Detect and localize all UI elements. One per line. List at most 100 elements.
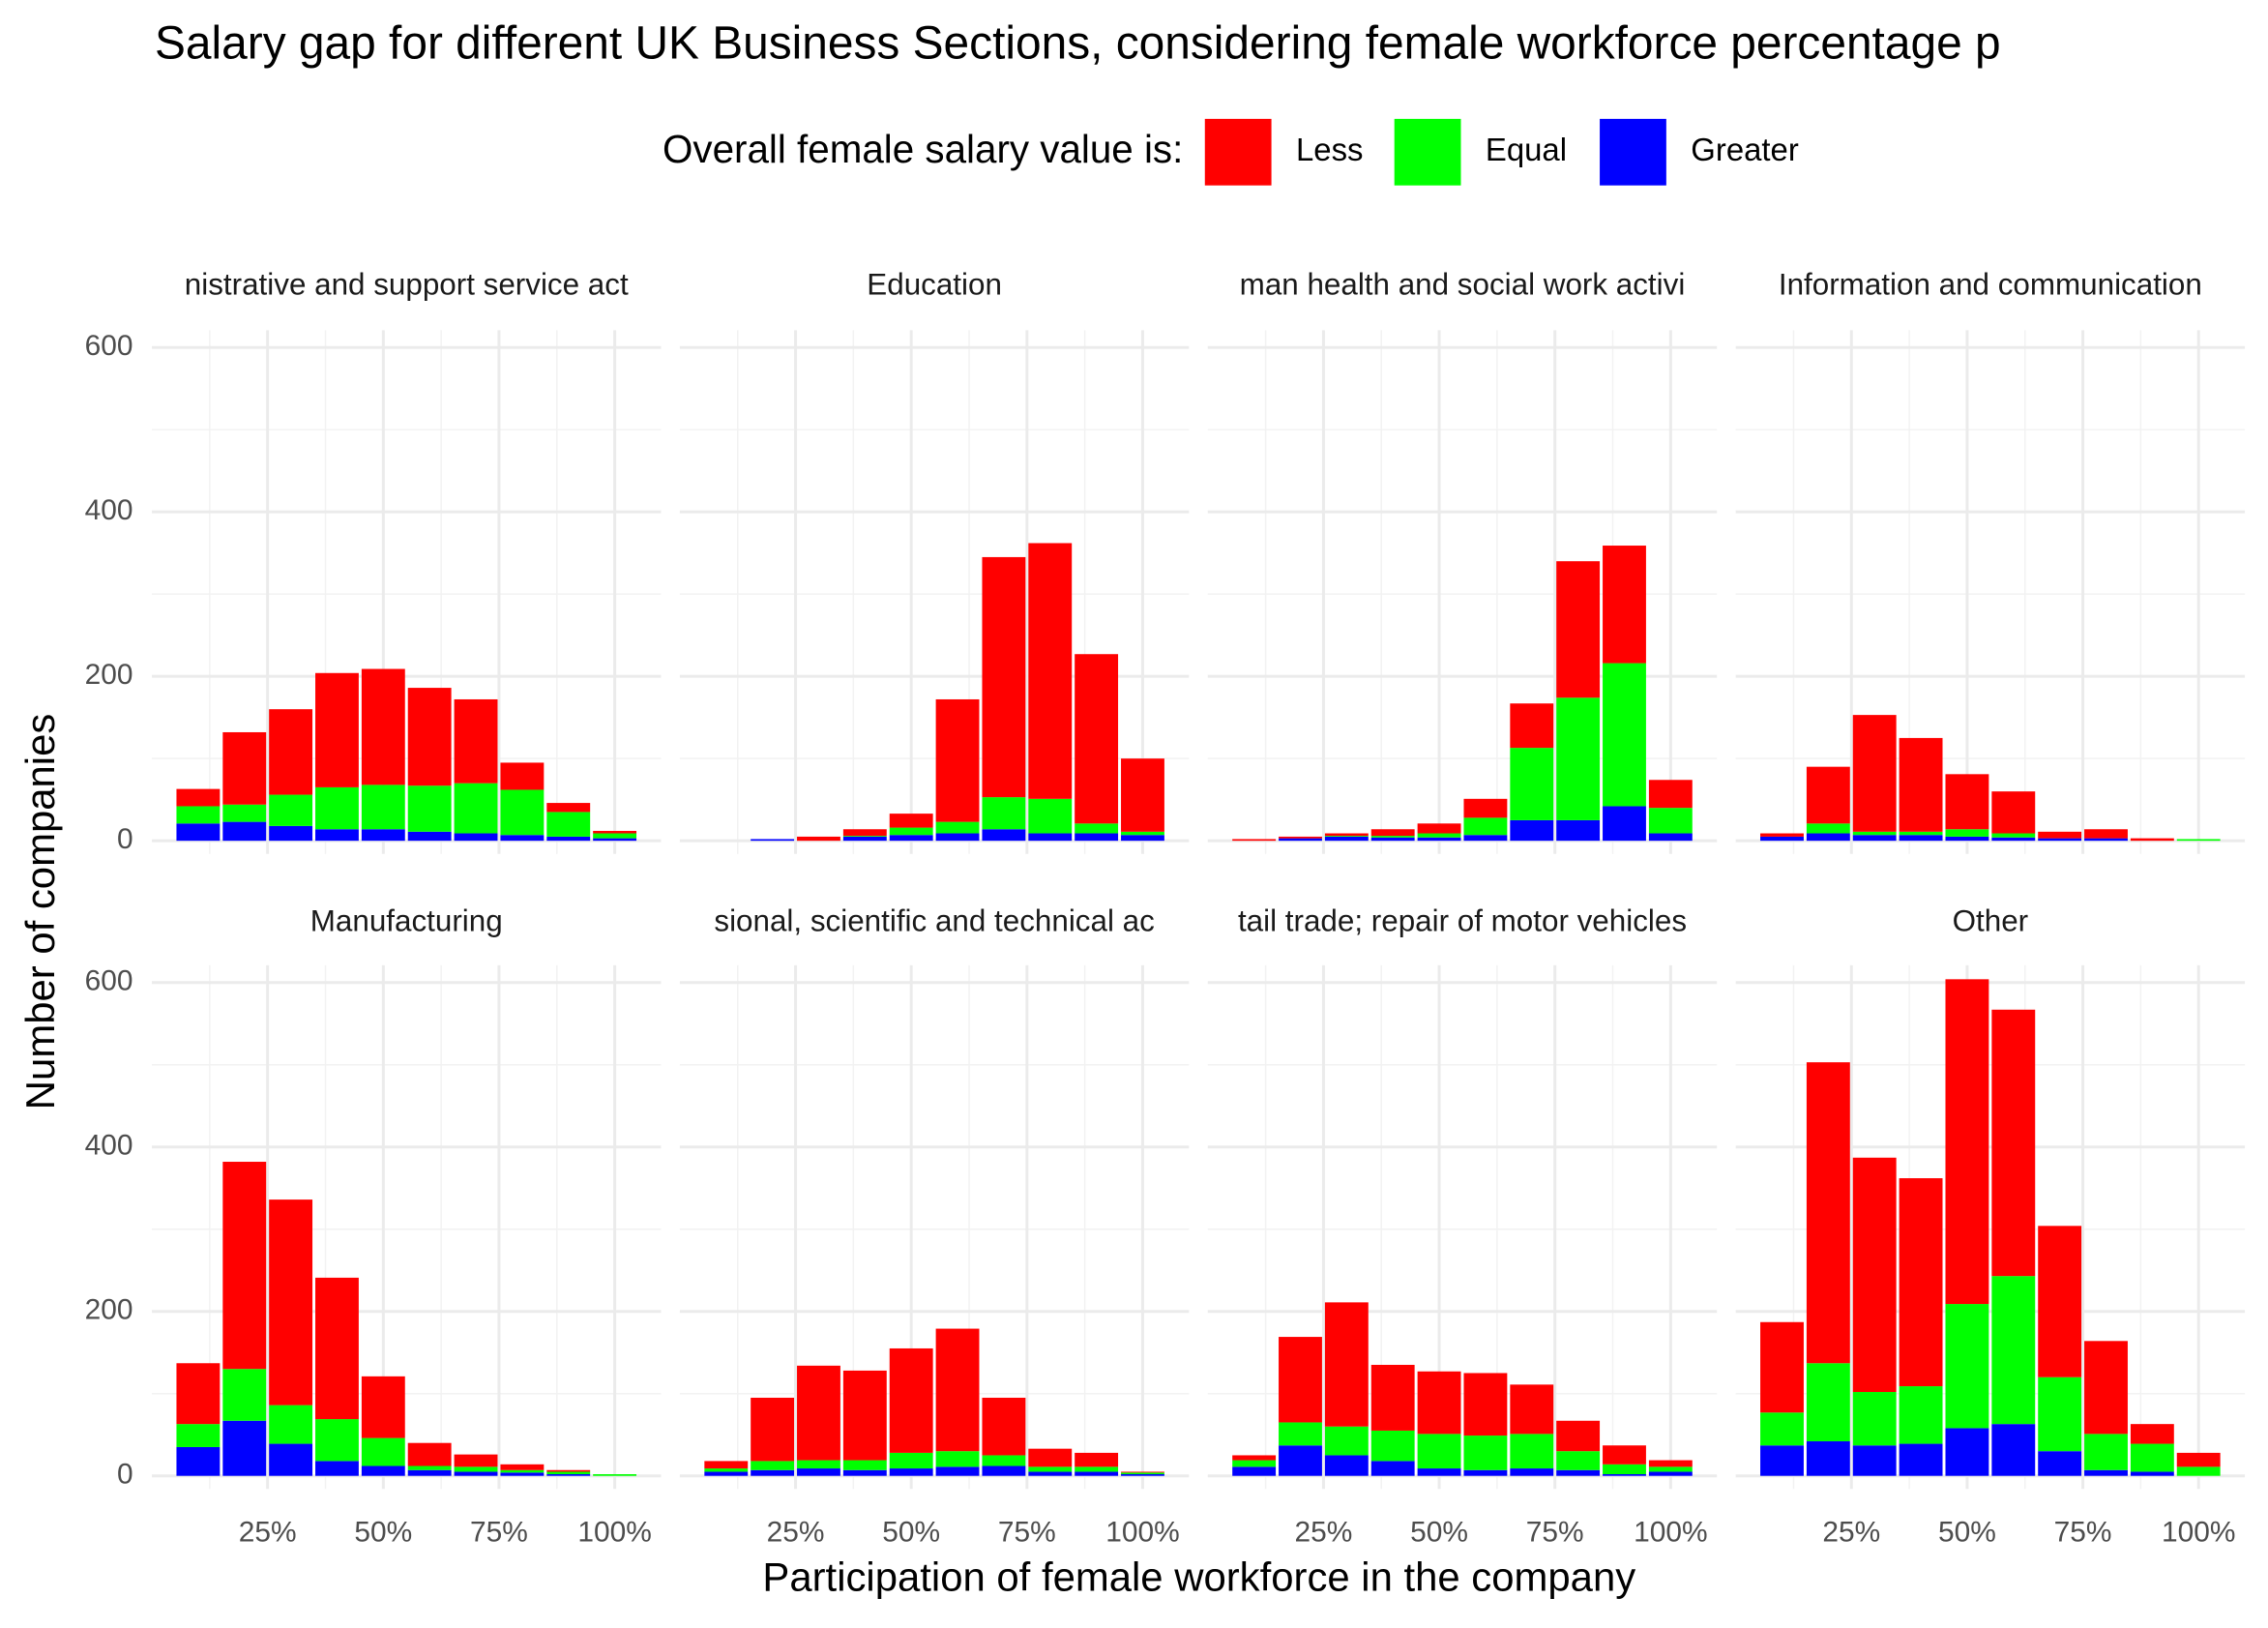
bar-segment [1510, 703, 1554, 749]
facet-title: tail trade; repair of motor vehicles [1238, 904, 1687, 938]
x-tick-label: 25% [767, 1516, 825, 1548]
bar-segment [1806, 823, 1850, 834]
bar-segment [1028, 543, 1073, 799]
y-axis-label: Number of companies [17, 714, 63, 1110]
bar-segment [1603, 1464, 1646, 1475]
bar-segment [889, 827, 933, 836]
bar-segment [982, 797, 1026, 830]
bar-segment [1279, 1337, 1322, 1423]
bar-segment [2176, 1466, 2221, 1476]
bar-segment [2038, 1226, 2082, 1377]
bar-segment [2084, 829, 2128, 839]
bar-segment [1121, 758, 1164, 832]
x-tick-label: 75% [2054, 1516, 2112, 1548]
bar-segment [1075, 654, 1119, 824]
bar-segment [361, 829, 405, 842]
bar-segment [1899, 1386, 1943, 1444]
y-tick-label: 200 [85, 1294, 133, 1326]
bar-segment [935, 698, 980, 822]
bar-segment [1417, 833, 1461, 838]
bar-segment [1648, 833, 1693, 842]
bar-segment [2130, 1424, 2174, 1444]
bar-segment [1463, 1469, 1508, 1476]
bar-segment [407, 785, 452, 832]
facet-title: man health and social work activi [1240, 268, 1686, 302]
bar-segment [2084, 1341, 2128, 1435]
bar-segment [1603, 663, 1646, 807]
bar-segment [176, 806, 221, 824]
bar-segment [1232, 839, 1277, 842]
bar-segment [1028, 1466, 1073, 1472]
bar-segment [500, 835, 545, 842]
facet-title: Other [1953, 904, 2029, 938]
x-tick-label: 25% [239, 1516, 297, 1548]
bar-segment [361, 668, 405, 785]
bar-segment [361, 1465, 405, 1476]
bar-segment [751, 839, 795, 842]
bar-segment [1417, 823, 1461, 834]
bar-segment [1324, 1426, 1369, 1456]
bar-segment [593, 838, 637, 842]
bar-segment [1945, 829, 1989, 837]
bar-segment [222, 804, 267, 822]
bar-segment [593, 830, 637, 834]
bar-segment [1232, 1466, 1277, 1476]
bar-segment [2084, 838, 2128, 842]
bar-segment [546, 1469, 591, 1472]
bar-segment [176, 788, 221, 807]
bar-segment [797, 1468, 840, 1476]
bar-segment [935, 1451, 980, 1467]
legend-key [1204, 118, 1272, 186]
bar-segment [1028, 798, 1073, 834]
bar-segment [269, 1199, 313, 1406]
bar-segment [315, 1277, 359, 1420]
y-tick-label: 600 [85, 330, 133, 362]
bar-segment [1028, 1471, 1073, 1476]
bar-segment [1324, 836, 1369, 842]
x-tick-label: 100% [1105, 1516, 1179, 1548]
bar-segment [1760, 836, 1804, 842]
bar-segment [222, 731, 267, 805]
bar-segment [982, 556, 1026, 798]
bar-segment [1075, 1466, 1119, 1472]
bar-segment [889, 1468, 933, 1476]
bar-segment [361, 1437, 405, 1466]
bar-segment [1991, 837, 2036, 842]
bar-segment [1899, 831, 1943, 836]
y-tick-label: 0 [117, 823, 133, 855]
bar-segment [546, 812, 591, 837]
y-tick-label: 0 [117, 1459, 133, 1491]
bar-segment [1417, 837, 1461, 842]
bar-segment [1945, 1304, 1989, 1429]
bar-segment [546, 1471, 591, 1475]
x-tick-label: 50% [882, 1516, 940, 1548]
bar-segment [407, 1465, 452, 1470]
bar-segment [1324, 833, 1369, 837]
bar-segment [1852, 1392, 1897, 1446]
bar-segment [269, 1443, 313, 1476]
bar-segment [1899, 1443, 1943, 1476]
bar-segment [1899, 1178, 1943, 1387]
bar-segment [1121, 831, 1164, 836]
bar-segment [1806, 833, 1850, 842]
bar-segment [1760, 833, 1804, 837]
bar-segment [1121, 1471, 1164, 1473]
bar-segment [797, 836, 840, 842]
bar-segment [1121, 1472, 1164, 1475]
bar-segment [176, 1363, 221, 1425]
bar-segment [546, 1474, 591, 1476]
bar-segment [842, 836, 887, 842]
bar-segment [1556, 561, 1601, 698]
bar-segment [1852, 1445, 1897, 1476]
bar-segment [1603, 546, 1646, 664]
bar-segment [1510, 1468, 1554, 1476]
bar-segment [361, 784, 405, 830]
bar-segment [315, 1461, 359, 1476]
bar-segment [454, 833, 498, 842]
bar-segment [1991, 1009, 2036, 1277]
bar-segment [1028, 1448, 1073, 1467]
y-tick-label: 600 [85, 965, 133, 997]
bar-segment [1899, 737, 1943, 832]
bar-segment [1852, 831, 1897, 836]
